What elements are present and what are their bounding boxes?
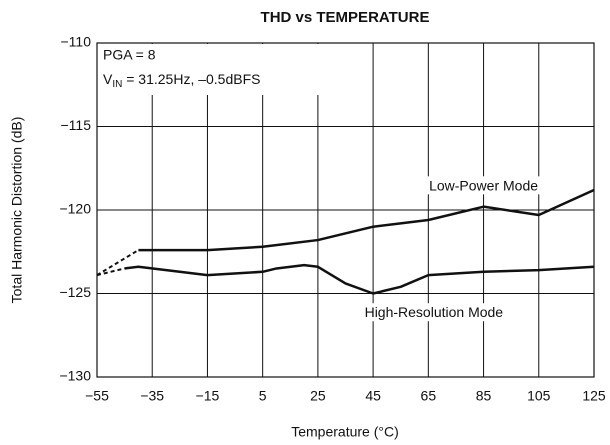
condition-text: VIN = 31.25Hz, –0.5dBFS <box>103 71 260 90</box>
y-axis-label: Total Harmonic Distortion (dB) <box>9 117 25 304</box>
x-tick-label: 25 <box>310 388 326 404</box>
annotation: High-Resolution Mode <box>365 304 504 320</box>
x-tick-label: −55 <box>85 388 109 404</box>
condition-symbol: V <box>103 71 113 87</box>
series-line <box>96 249 139 276</box>
conditions-box <box>98 44 319 95</box>
y-tick-label: −130 <box>59 368 91 384</box>
x-tick-label: 85 <box>476 388 492 404</box>
annotation: Low-Power Mode <box>429 177 538 193</box>
y-tick-label: −115 <box>61 117 92 133</box>
annotation-bg <box>426 176 542 195</box>
x-tick-label: −35 <box>140 388 164 404</box>
series-line <box>96 267 125 277</box>
chart-title: THD vs TEMPERATURE <box>261 9 430 26</box>
y-tick-label: −120 <box>59 201 91 217</box>
condition-subscript: IN <box>112 79 122 90</box>
y-tick-label: −110 <box>61 34 92 50</box>
x-tick-label: 105 <box>527 388 551 404</box>
x-tick-label: −15 <box>196 388 220 404</box>
y-tick-label: −125 <box>59 284 91 300</box>
condition-text: PGA = 8 <box>103 47 156 63</box>
series-line <box>124 263 595 295</box>
x-tick-label: 125 <box>582 388 606 404</box>
condition-text: = 31.25Hz, –0.5dBFS <box>122 71 260 87</box>
annotation-bg <box>361 303 507 322</box>
plot-frame <box>96 42 595 378</box>
x-tick-label: 65 <box>421 388 437 404</box>
x-tick-label: 5 <box>259 388 267 404</box>
x-tick-label: 45 <box>365 388 381 404</box>
series-line <box>138 188 595 252</box>
x-axis-label: Temperature (°C) <box>291 424 399 440</box>
